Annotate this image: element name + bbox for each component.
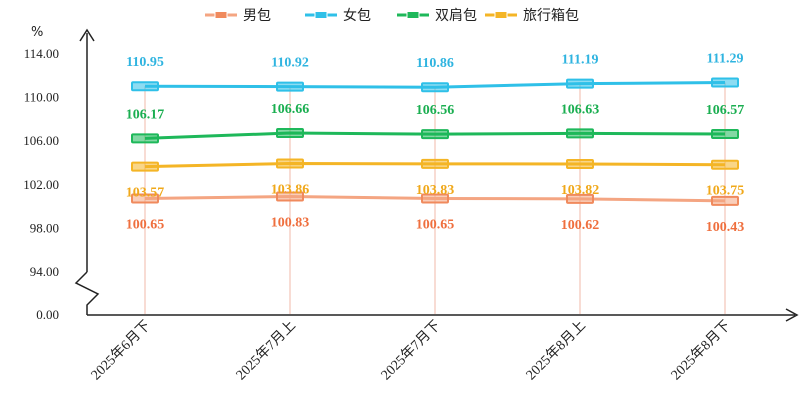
marker-s1-p1 [131, 193, 159, 204]
x-tick-label-3: 2025年7月下 [378, 318, 444, 384]
y-tick-label-98-00: 98.00 [30, 220, 59, 235]
x-tick-label-2: 2025年7月上 [233, 318, 299, 384]
data-label-s1-p1: 100.65 [126, 218, 165, 233]
chart-axes: % [31, 25, 799, 322]
legend-marker-4 [494, 11, 508, 19]
marker-s4-p1 [131, 161, 159, 172]
y-tick-label-0-00: 0.00 [36, 307, 59, 322]
y-tick-label-106-00: 106.00 [23, 133, 59, 148]
legend-label-1: 男包 [243, 8, 271, 24]
marker-s4-p4 [566, 158, 594, 169]
marker-s2-p5 [711, 77, 739, 88]
x-tick-label-5: 2025年8月下 [668, 318, 734, 384]
y-tick-label-94-00: 94.00 [30, 264, 59, 279]
legend-label-2: 女包 [343, 7, 371, 24]
data-label-s4-p4: 103.82 [561, 183, 600, 198]
data-label-s3-p5: 106.57 [706, 103, 745, 118]
x-axis-arrow [785, 308, 799, 322]
data-label-s1-p4: 100.62 [561, 218, 600, 233]
legend-label-4: 旅行箱包 [523, 8, 579, 24]
data-label-s2-p5: 111.29 [707, 52, 744, 67]
marker-s3-p2 [276, 128, 304, 139]
data-label-s4-p1: 103.57 [126, 186, 165, 201]
data-label-s2-p1: 110.95 [126, 55, 164, 70]
marker-s4-p2 [276, 158, 304, 169]
legend-marker-1 [214, 11, 228, 19]
marker-s2-p4 [566, 78, 594, 89]
marker-s4-p5 [711, 159, 739, 170]
y-tick-label-102-00: 102.00 [23, 177, 59, 192]
data-label-s2-p3: 110.86 [416, 56, 454, 71]
data-label-s2-p4: 111.19 [562, 53, 599, 68]
marker-s3-p1 [131, 133, 159, 144]
marker-s3-p5 [711, 128, 739, 139]
data-label-s3-p3: 106.56 [416, 103, 455, 118]
marker-s2-p1 [131, 81, 159, 92]
legend-marker-3 [406, 11, 420, 19]
marker-s1-p2 [276, 191, 304, 202]
y-axis-ticks: 0.00 94.00 98.00 102.00 106.00 110.00 114.00 [23, 46, 59, 322]
data-label-s4-p2: 103.86 [271, 183, 310, 198]
data-label-s3-p1: 106.17 [126, 107, 165, 122]
series-markers [131, 77, 739, 206]
data-label-s3-p4: 106.63 [561, 102, 600, 117]
marker-s3-p4 [566, 128, 594, 139]
y-axis-unit: % [31, 25, 43, 40]
data-labels: 100.65 100.83 100.65 100.62 100.43 110.95 110.… [126, 52, 745, 235]
marker-s2-p2 [276, 81, 304, 92]
data-label-s4-p3: 103.83 [416, 183, 455, 198]
x-tick-label-1: 2025年6月下 [88, 318, 154, 384]
y-axis-break [74, 271, 100, 315]
marker-s4-p3 [421, 158, 449, 169]
marker-s1-p3 [421, 193, 449, 204]
data-label-s1-p5: 100.43 [706, 220, 745, 235]
marker-s3-p3 [421, 129, 449, 140]
x-axis-labels: 2025年6月下 2025年7月上 2025年7月下 2025年8月上 2025年8月下 [88, 318, 734, 384]
marker-s1-p5 [711, 195, 739, 206]
x-tick-label-4: 2025年8月上 [523, 318, 589, 384]
chart-legend: 男包 女包 双肩包 旅行箱包 [205, 7, 579, 24]
data-label-s4-p5: 103.75 [706, 184, 745, 199]
data-label-s3-p2: 106.66 [271, 102, 310, 117]
y-tick-label-114-00: 114.00 [24, 46, 59, 61]
y-axis-arrow [79, 28, 95, 42]
data-label-s2-p2: 110.92 [271, 56, 309, 71]
legend-marker-2 [314, 11, 328, 19]
y-tick-label-110-00: 110.00 [24, 90, 59, 105]
marker-s1-p4 [566, 193, 594, 204]
data-label-s1-p3: 100.65 [416, 218, 455, 233]
marker-s2-p3 [421, 82, 449, 93]
data-label-s1-p2: 100.83 [271, 216, 310, 231]
legend-label-3: 双肩包 [435, 8, 477, 24]
